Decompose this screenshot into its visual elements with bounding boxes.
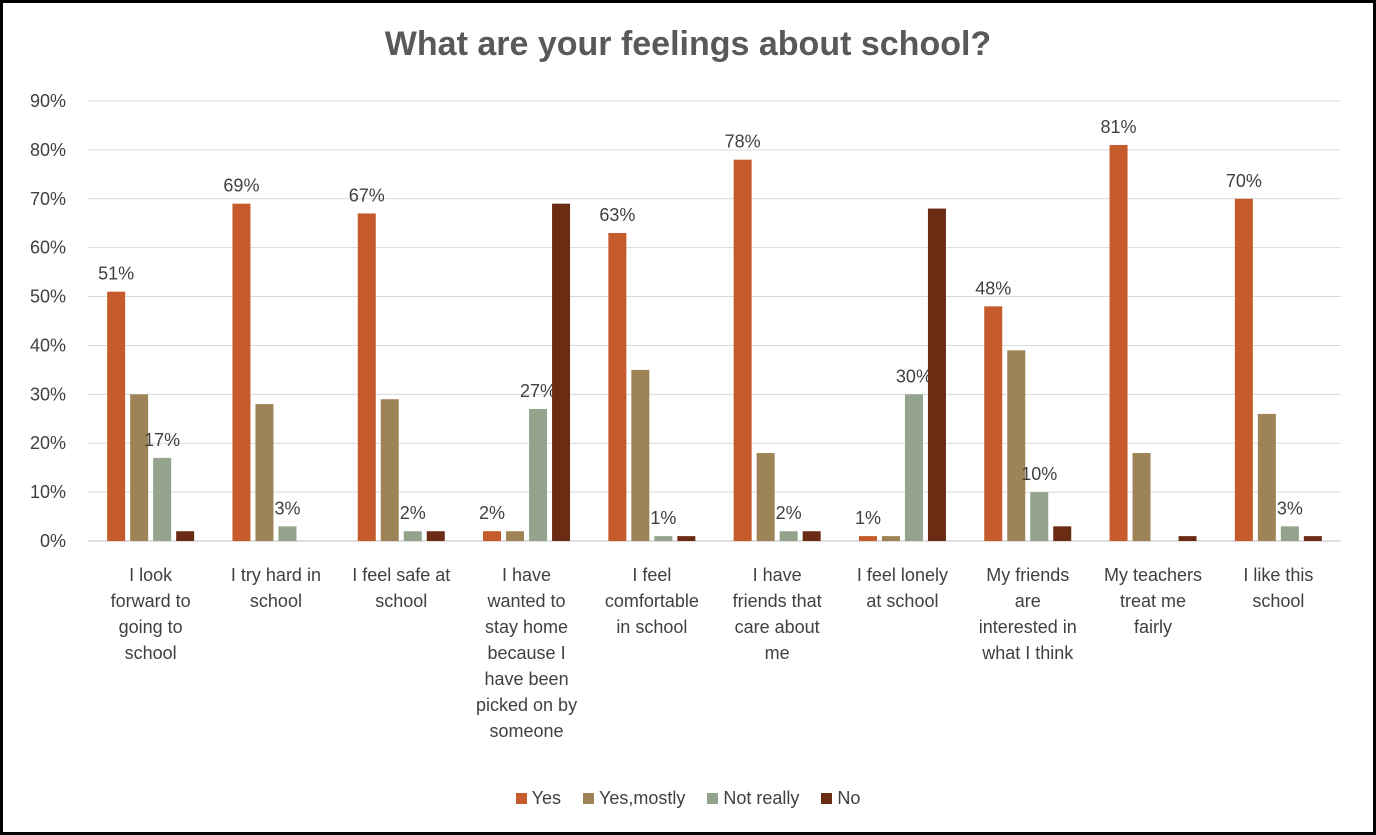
legend-swatch	[582, 793, 594, 804]
bar	[1303, 536, 1322, 541]
bar	[255, 404, 274, 541]
bar	[426, 531, 445, 541]
bar	[278, 526, 297, 541]
bar	[483, 531, 502, 541]
bar	[654, 536, 673, 541]
data-label: 30%	[896, 366, 932, 386]
bar	[529, 409, 548, 541]
y-tick-label: 20%	[30, 433, 66, 453]
bar	[1178, 536, 1197, 541]
data-label: 78%	[725, 132, 761, 152]
bar	[1234, 198, 1253, 541]
data-label: 48%	[975, 278, 1011, 298]
data-label: 2%	[776, 503, 802, 523]
y-tick-label: 80%	[30, 140, 66, 160]
data-label: 2%	[400, 503, 426, 523]
data-label: 2%	[479, 503, 505, 523]
chart-legend: Yes Yes,mostly Not really No	[3, 788, 1373, 809]
legend-swatch	[515, 793, 527, 804]
bar	[552, 203, 571, 541]
legend-label: Yes,mostly	[598, 788, 686, 808]
legend-label: No	[837, 788, 861, 808]
x-tick-label: I feel comfortable in school	[605, 565, 699, 637]
bar	[130, 394, 149, 541]
data-label: 10%	[1021, 464, 1057, 484]
legend-swatch	[821, 793, 833, 804]
x-tick-label: My teachers treat me fairly	[1104, 565, 1202, 637]
data-label: 81%	[1101, 117, 1137, 137]
data-label: 69%	[223, 176, 259, 196]
legend-item: Not really	[707, 788, 799, 809]
bar	[107, 291, 126, 541]
y-tick-label: 10%	[30, 482, 66, 502]
x-tick-label: I look forward to going to school	[111, 565, 191, 663]
legend-item: Yes	[515, 788, 561, 809]
y-tick-label: 0%	[40, 531, 66, 551]
bar	[403, 531, 422, 541]
legend-label: Yes	[531, 788, 561, 808]
chart-plot: 0% 10% 20% 30% 40% 50% 60% 70% 80% 90% 51% 69% 67% 2%…	[30, 91, 1341, 741]
data-label: 27%	[520, 381, 556, 401]
y-tick-label: 50%	[30, 287, 66, 307]
data-label: 3%	[1277, 498, 1303, 518]
bar	[1030, 492, 1049, 541]
legend-label: Not really	[723, 788, 800, 808]
bar	[1257, 413, 1276, 541]
bar	[904, 394, 923, 541]
y-tick-label: 30%	[30, 384, 66, 404]
bar	[1132, 453, 1151, 541]
data-label: 1%	[855, 508, 881, 528]
data-label: 3%	[274, 498, 300, 518]
bar	[984, 306, 1003, 541]
bar	[1053, 526, 1072, 541]
bar	[1280, 526, 1299, 541]
x-tick-label: I feel safe at school	[352, 565, 450, 611]
bar	[733, 159, 752, 541]
x-tick-label: My friends are interested in what I think	[979, 565, 1077, 663]
bar	[756, 453, 775, 541]
y-tick-label: 40%	[30, 335, 66, 355]
bar	[677, 536, 696, 541]
bar	[608, 233, 627, 541]
bar	[380, 399, 399, 541]
legend-item: No	[821, 788, 860, 809]
data-label: 1%	[650, 508, 676, 528]
bar	[927, 208, 946, 542]
bar	[506, 531, 525, 541]
bar	[779, 531, 798, 541]
bar	[858, 536, 877, 541]
x-tick-label: I try hard in school	[231, 565, 321, 611]
bar	[1109, 145, 1128, 541]
legend-swatch	[707, 793, 719, 804]
data-label: 51%	[98, 264, 134, 284]
x-tick-label: I have friends that care about me	[733, 565, 822, 663]
data-label: 17%	[144, 430, 180, 450]
chart-title: What are your feelings about school?	[384, 25, 992, 63]
data-label: 67%	[349, 185, 385, 205]
bar	[1007, 350, 1026, 541]
bar	[153, 457, 172, 541]
bar	[176, 531, 195, 541]
x-tick-label: I feel lonely at school	[857, 565, 948, 611]
bar	[631, 369, 650, 541]
bar	[232, 203, 251, 541]
x-tick-label: I like this school	[1243, 565, 1313, 611]
bar	[881, 536, 900, 541]
bar	[802, 531, 821, 541]
y-tick-label: 70%	[30, 189, 66, 209]
y-tick-label: 90%	[30, 91, 66, 111]
legend-item: Yes,mostly	[582, 788, 686, 809]
bar	[357, 213, 376, 541]
data-label: 63%	[599, 205, 635, 225]
data-label: 70%	[1226, 171, 1262, 191]
y-tick-label: 60%	[30, 238, 66, 258]
